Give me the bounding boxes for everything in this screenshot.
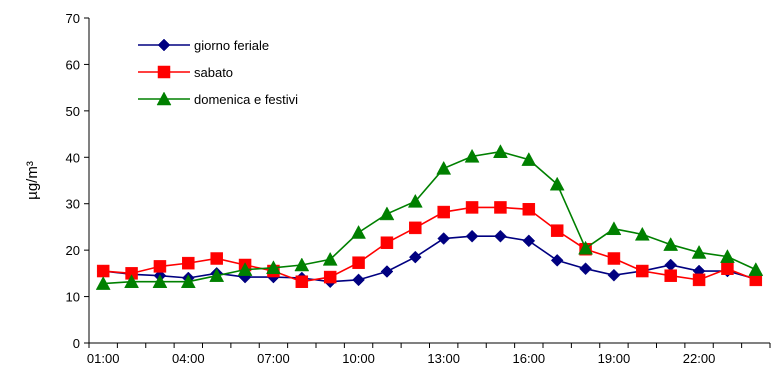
data-point [607,268,621,282]
legend-item: giorno feriale [138,38,269,53]
data-point [550,224,564,237]
y-tick-label: 0 [73,336,80,351]
data-point [522,234,536,248]
data-point [464,148,480,163]
data-point [408,250,422,264]
data-point [379,206,395,221]
data-point [494,201,507,214]
x-tick-label: 19:00 [598,351,631,366]
x-tick-label: 10:00 [342,351,375,366]
data-point [692,273,706,287]
y-tick-label: 60 [66,57,80,72]
data-point [549,176,565,191]
x-tick-label: 04:00 [172,351,205,366]
data-point [352,273,365,287]
data-point [180,274,196,288]
data-point [323,270,337,284]
legend-label: sabato [194,65,233,80]
data-point [237,262,253,276]
data-point [664,258,678,272]
data-point [521,152,537,166]
legend-label: domenica e festivi [194,92,298,107]
series-line [103,235,757,283]
legend-item: domenica e festivi [138,91,298,107]
data-point [322,251,338,266]
x-tick-label: 16:00 [513,351,546,366]
data-point [266,260,281,275]
data-point [152,274,168,288]
data-point [294,257,310,272]
y-tick-label: 10 [66,290,80,305]
data-point [436,160,452,175]
y-tick-label: 20 [66,243,80,258]
data-point [691,244,707,259]
data-point [636,264,649,278]
series-sabato [96,201,763,288]
data-point [437,205,450,219]
y-axis-label: µg/m³ [24,161,41,200]
y-tick-label: 30 [66,197,80,212]
data-point [494,229,507,243]
data-point [95,276,111,290]
data-point [437,232,451,245]
legend-item: sabato [138,65,233,80]
data-point [578,240,593,255]
data-point [721,262,734,275]
data-point [124,274,139,288]
x-tick-label: 07:00 [257,351,290,366]
series-line [103,206,757,283]
legend-marker [157,65,171,79]
data-point [579,262,592,276]
data-point [409,221,422,235]
series-layer [95,144,764,290]
legend-marker [156,91,172,106]
data-point [720,249,735,263]
legend-marker [157,38,171,52]
series-domenica-e-festivi [95,144,764,290]
data-point [182,256,195,270]
data-point [748,262,764,276]
x-tick-label: 13:00 [427,351,460,366]
data-point [465,229,479,243]
data-point [550,254,564,267]
data-point [407,193,423,208]
axes [84,17,771,348]
y-tick-label: 40 [66,150,80,165]
legend: giorno feriale sabato domenica e festivi [138,38,298,107]
tick-labels: 0 10 20 30 40 50 60 70 01:00 04:00 07:00 10:00 13:00… [66,11,716,366]
data-point [352,256,365,269]
x-tick-label: 01:00 [87,351,120,366]
data-point [153,260,167,273]
data-point [606,221,622,236]
y-tick-label: 70 [66,11,80,26]
data-point [664,269,677,282]
series-line [103,150,757,285]
data-point [465,201,479,214]
data-point [209,268,225,282]
data-point [522,203,536,216]
data-point [380,236,394,249]
data-point [634,226,650,241]
y-tick-label: 50 [66,104,80,119]
data-point [663,237,679,251]
data-point [351,224,366,239]
legend-label: giorno feriale [194,38,269,53]
data-point [295,275,309,288]
data-point [96,264,110,278]
x-tick-label: 22:00 [683,351,716,366]
data-point [607,252,621,265]
data-point [380,265,394,278]
data-point [493,144,508,158]
data-point [210,252,223,265]
